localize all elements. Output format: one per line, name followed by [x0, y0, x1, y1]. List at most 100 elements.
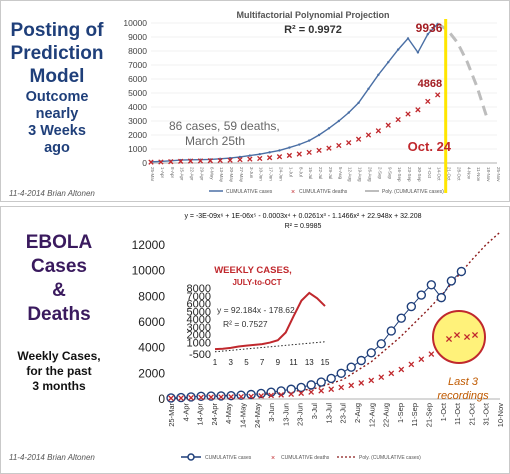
callout-line-2: recordings: [437, 390, 489, 402]
top-deaths-point: [266, 155, 273, 161]
top-x-tick-label: 27-May: [239, 167, 244, 183]
top-deaths-point-b: [197, 158, 204, 164]
bottom-cases-point: [216, 391, 226, 401]
bottom-deaths-point-b: [268, 392, 274, 399]
top-deaths-point-b: [435, 92, 441, 98]
bottom-deaths-point-b: [378, 374, 385, 381]
inset-x-tick-label: 5: [244, 358, 249, 367]
bottom-x-tick-label: 24-May: [253, 403, 262, 428]
top-cases-point: [377, 73, 380, 77]
bottom-deaths-point: [428, 351, 435, 357]
top-cases-point: [238, 155, 242, 159]
top-deaths-point: [306, 149, 312, 156]
top-x-tick-label: 30-Sep: [417, 167, 422, 182]
bottom-deaths-point-b: [318, 387, 325, 394]
top-cases-point: [416, 51, 420, 54]
bottom-subtitle-line-2: for the past: [26, 364, 92, 378]
top-y-tick-label: 6000: [128, 74, 147, 84]
top-subtitle-line-4: ago: [44, 140, 70, 156]
top-title: Posting of Prediction Model: [5, 19, 109, 88]
bottom-cases-point: [296, 382, 306, 393]
bottom-panel: EBOLA Cases & Deaths Weekly Cases, for t…: [0, 206, 510, 474]
top-deaths-point: [197, 158, 204, 164]
bottom-x-tick-label: 2-Aug: [353, 403, 362, 423]
bottom-deaths-point-b: [248, 393, 254, 400]
bottom-deaths-point: [278, 392, 285, 398]
bottom-deaths-point: [408, 361, 415, 368]
bottom-deaths-point: [258, 393, 264, 399]
top-deaths-point: [187, 158, 194, 164]
legend2-deaths-label: CUMULATIVE deaths: [281, 455, 330, 461]
bottom-cases-point: [436, 292, 447, 303]
legend2-deaths-marker: ×: [271, 455, 275, 462]
top-deaths-point-b: [148, 159, 154, 165]
inset-title-line-2: JULY-to-OCT: [232, 278, 281, 287]
top-x-tick-label: 8-Jul: [298, 167, 303, 177]
bottom-cases-point: [326, 373, 336, 384]
bottom-deaths-point-b: [298, 390, 305, 397]
bottom-deaths-point-b: [368, 377, 375, 384]
top-y-tick-label: 8000: [128, 46, 147, 56]
bottom-cases-point: [286, 384, 296, 394]
bottom-equation: y = -3E-09x⁶ + 1E-06x⁵ - 0.0003x⁴ + 0.02…: [184, 213, 421, 220]
top-deaths-point: [286, 152, 293, 159]
top-y-tick-label: 7000: [128, 60, 147, 70]
inset-chart: WEEKLY CASES, JULY-to-OCT -5001000200030…: [187, 265, 330, 367]
top-cases-point: [367, 87, 370, 91]
top-y-tick-label: 1000: [128, 144, 147, 154]
top-cases-point: [396, 48, 400, 51]
bottom-deaths-point: [328, 386, 335, 393]
bottom-deaths-point-b: [208, 394, 214, 401]
top-subtitle-line-2: nearly: [35, 106, 79, 122]
bottom-deaths-point-b: [428, 351, 435, 357]
top-x-tick-label: 21-Oct: [447, 167, 452, 181]
bottom-deaths-point-b: [388, 370, 395, 377]
bottom-deaths-point: [318, 387, 325, 394]
bottom-deaths-point-b: [238, 393, 244, 400]
bottom-x-tick-label: 23-Jun: [296, 403, 305, 426]
top-deaths-point-b: [336, 142, 342, 149]
top-subtitle: Outcome nearly 3 Weeks ago: [5, 89, 109, 157]
bottom-x-tick-label: 13-Jul: [324, 403, 333, 424]
bottom-deaths-point-b: [288, 391, 295, 397]
top-title-line-2: Prediction: [10, 43, 104, 64]
top-title-line-3: Model: [29, 66, 85, 87]
bottom-x-tick-label: 12-Aug: [367, 403, 376, 427]
bottom-x-ticks: 25-Mar 4-Apr 14-Apr 24-Apr 4-May 14-May 24-May…: [167, 402, 505, 428]
bottom-deaths-point-b: [228, 394, 234, 400]
top-subtitle-line-3: 3 Weeks: [28, 123, 86, 139]
inset-equation: y = 92.184x - 178.62: [217, 305, 295, 315]
value-deaths-label: 4868: [418, 78, 442, 90]
top-deaths-point: [326, 145, 332, 151]
callout-death-point-b: [453, 331, 461, 339]
bottom-x-tick-label: 14-Apr: [196, 403, 205, 426]
top-deaths-point: [346, 140, 352, 146]
bottom-deaths-point-b: [408, 361, 415, 368]
top-deaths-point-b: [257, 155, 263, 162]
bottom-cases-point: [396, 313, 406, 323]
callout-death-point: [453, 331, 461, 339]
top-x-tick-label: 8-Apr: [170, 167, 175, 179]
inset-y-tick-label: 3000: [187, 322, 211, 334]
top-deaths-point: [217, 157, 223, 164]
bottom-x-tick-label: 14-May: [239, 403, 248, 428]
top-x-tick-label: 3-Jun: [249, 167, 254, 179]
top-x-tick-label: 23-Sep: [407, 167, 412, 182]
top-deaths-point: [177, 158, 184, 164]
bottom-deaths-point-b: [218, 394, 224, 400]
top-deaths-point: [355, 136, 362, 142]
inset-trend-line: [214, 341, 326, 353]
bottom-x-tick-label: 25-Mar: [167, 403, 176, 427]
callout-line-1: Last 3: [448, 376, 479, 388]
bottom-x-tick-label: 11-Oct: [453, 402, 462, 425]
top-panel: Posting of Prediction Model Outcome near…: [0, 0, 510, 202]
top-cases-point: [258, 152, 261, 156]
bottom-cases-point: [276, 386, 286, 396]
top-chart: Multifactorial Polynomial Projection R² …: [123, 10, 501, 196]
bottom-deaths-point-b: [198, 394, 204, 401]
bottom-x-tick-label: 13-Jun: [281, 403, 290, 426]
bottom-x-tick-label: 4-Apr: [181, 403, 190, 422]
bottom-subtitle-line-3: 3 months: [32, 379, 86, 393]
bottom-cases-point: [426, 280, 437, 290]
inset-y-tick-label: 7000: [187, 291, 211, 303]
